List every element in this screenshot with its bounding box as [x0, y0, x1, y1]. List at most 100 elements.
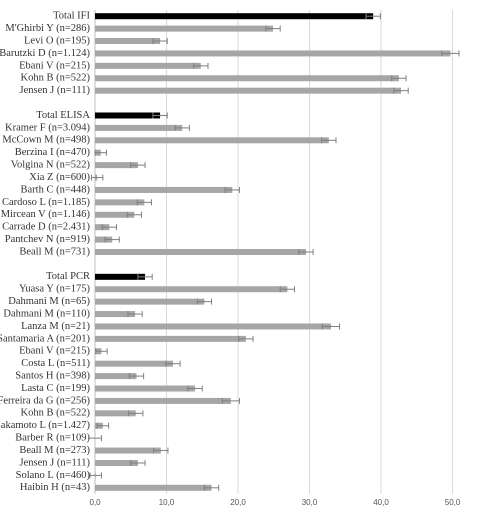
error-bar	[298, 249, 314, 255]
y-tick-label: Kramer F (n=3.094)	[5, 122, 90, 133]
y-tick-label: Total ELISA	[36, 110, 90, 121]
x-tick-label: 40,0	[373, 498, 389, 507]
error-bar	[221, 397, 240, 404]
error-bar	[153, 447, 169, 454]
bar	[95, 162, 138, 169]
bar	[95, 62, 201, 69]
error-bar	[130, 162, 146, 169]
y-tick-label: Ferreira da G (n=256)	[0, 395, 90, 406]
bar	[95, 385, 196, 392]
error-bar	[128, 410, 144, 417]
y-tick-label: Ebani V (n=215)	[19, 60, 90, 71]
error-bar	[89, 472, 102, 479]
y-tick-label: Haibin H (n=43)	[20, 482, 91, 493]
bar	[95, 447, 161, 454]
y-tick-label: Barth C (n=448)	[21, 184, 91, 195]
y-tick-label: Solano L (n=460)	[16, 470, 91, 481]
y-tick-label: Levi O (n=195)	[24, 35, 90, 46]
bar	[95, 211, 135, 218]
y-tick-label: Mircean V (n=1.146)	[1, 209, 91, 220]
error-bar	[165, 360, 181, 367]
y-tick-label: Ebani V (n=215)	[19, 346, 90, 357]
bar	[95, 459, 138, 466]
error-bar	[365, 13, 381, 20]
x-tick-label: 10,0	[159, 498, 175, 507]
x-tick-label: 50,0	[445, 498, 461, 507]
y-tick-label: Yuasa Y (n=175)	[19, 284, 91, 295]
error-bar	[238, 335, 254, 342]
error-bar	[393, 87, 409, 94]
y-tick-label: McCown M (n=498)	[2, 135, 90, 146]
y-tick-label: Total IFI	[53, 11, 90, 22]
y-tick-label: Total PCR	[46, 271, 90, 282]
y-tick-label: Santamaria A (n=201)	[0, 333, 90, 344]
error-bar	[152, 38, 168, 45]
error-bar	[126, 211, 142, 218]
bar	[95, 360, 173, 367]
error-bar	[88, 435, 102, 442]
y-tick-label: Kohn B (n=522)	[20, 408, 90, 419]
error-bar	[321, 323, 341, 330]
error-bar	[130, 459, 146, 466]
error-bar	[90, 174, 104, 181]
error-bar	[321, 137, 337, 144]
y-tick-label: Barber R (n=109)	[15, 433, 90, 444]
bar	[95, 286, 288, 293]
y-tick-label: Carrade D (n=2.431)	[2, 222, 90, 233]
bar	[95, 249, 306, 255]
error-bar	[96, 422, 110, 429]
y-tick-label: Dahmani M (n=110)	[3, 308, 90, 319]
y-tick-label: Santos H (n=398)	[15, 371, 90, 382]
error-bar	[136, 199, 152, 206]
y-tick-label: Lasta C (n=199)	[21, 383, 90, 394]
error-bar	[127, 311, 143, 318]
bar	[95, 38, 161, 45]
x-tick-label: 20,0	[230, 498, 246, 507]
error-bar	[441, 50, 460, 57]
y-tick-label: Beall M (n=273)	[19, 445, 90, 456]
error-bar	[265, 25, 281, 32]
y-tick-label: Costa L (n=511)	[21, 358, 90, 369]
bar	[95, 484, 212, 491]
error-bar	[95, 348, 108, 355]
error-bar	[128, 373, 145, 380]
error-bar	[104, 236, 120, 243]
error-bar	[174, 124, 190, 131]
x-tick-label: 30,0	[302, 498, 318, 507]
bar	[95, 335, 246, 342]
error-bar	[187, 385, 203, 392]
y-tick-label: Volgina N (n=522)	[11, 160, 91, 171]
y-tick-label: Jensen J (n=111)	[20, 85, 91, 96]
y-tick-label: Berzina I (n=470)	[15, 147, 91, 158]
y-tick-label: Barutzki D (n=1.124)	[0, 48, 91, 59]
error-bar	[137, 273, 153, 280]
y-tick-label: Sakamoto L (n=1.427)	[0, 420, 90, 431]
bar	[95, 397, 231, 404]
error-bar	[196, 298, 213, 305]
y-tick-label: Kohn B (n=522)	[20, 73, 90, 84]
y-tick-label: Xia Z (n=600)	[29, 172, 90, 183]
bar	[95, 373, 137, 380]
x-tick-label: 0,0	[89, 498, 101, 507]
bar	[95, 112, 161, 119]
error-bar	[193, 62, 209, 69]
y-tick-label: Beall M (n=731)	[19, 246, 90, 257]
y-tick-label: Pantchev N (n=919)	[5, 234, 91, 245]
error-bar	[94, 149, 107, 156]
y-tick-label: Lanza M (n=21)	[21, 321, 90, 332]
error-bar	[203, 484, 220, 491]
bar	[95, 311, 136, 318]
y-tick-label: Dahmani M (n=65)	[8, 296, 90, 307]
bar	[95, 298, 205, 305]
bar	[95, 87, 402, 94]
y-tick-label: Cardoso L (n=1.185)	[2, 197, 91, 208]
bar	[95, 236, 113, 243]
error-bar	[279, 286, 296, 293]
bar	[95, 410, 136, 417]
bar	[95, 25, 274, 32]
bar	[95, 273, 146, 280]
error-bar	[224, 186, 240, 193]
y-tick-label: Jensen J (n=111)	[20, 457, 91, 468]
bar	[95, 13, 374, 20]
